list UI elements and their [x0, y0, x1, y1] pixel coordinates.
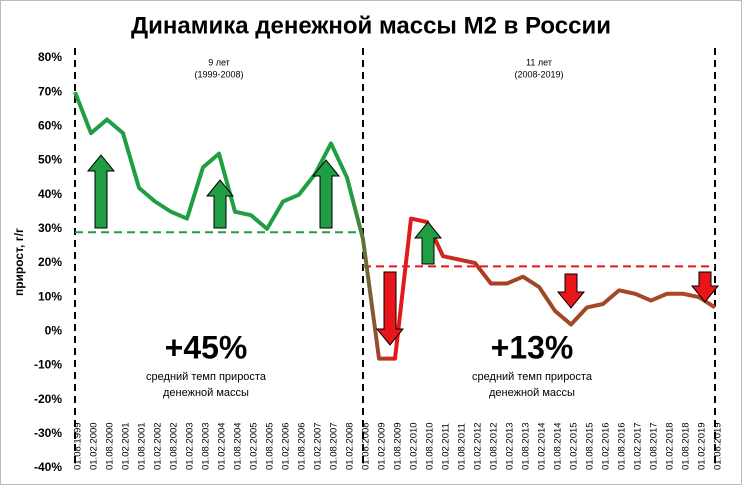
x-tick-label: 01.08.2009 [393, 422, 404, 470]
arrow [311, 159, 341, 229]
x-tick-label: 01.08.2005 [265, 422, 276, 470]
x-tick-label: 01.08.2014 [553, 422, 564, 470]
growth-note: денежной массы [163, 387, 249, 399]
y-tick-label: 70% [38, 84, 62, 98]
x-tick-label: 01.08.2010 [425, 422, 436, 470]
y-tick-label: 10% [38, 289, 62, 303]
x-tick-label: 01.08.2007 [329, 422, 340, 470]
x-tick-label: 01.02.2007 [313, 422, 324, 470]
x-tick-label: 01.02.2000 [89, 422, 100, 470]
x-tick-label: 01.02.2012 [473, 422, 484, 470]
x-tick-label: 01.02.2011 [441, 423, 452, 470]
x-tick-label: 01.08.2018 [681, 422, 692, 470]
x-tick-label: 01.08.2004 [233, 422, 244, 470]
x-tick-label: 01.02.2014 [537, 422, 548, 470]
x-tick-label: 01.08.2000 [105, 422, 116, 470]
arrow [205, 179, 235, 229]
x-tick-label: 01.02.2016 [601, 422, 612, 470]
y-tick-label: -10% [34, 358, 62, 372]
x-tick-label: 01.08.2015 [585, 422, 596, 470]
growth-note: средний темп прироста [472, 371, 593, 383]
growth-note: средний темп прироста [146, 371, 267, 383]
y-tick-label: 30% [38, 221, 62, 235]
x-tick-label: 01.08.2017 [649, 422, 660, 470]
x-tick-label: 01.08.2002 [169, 422, 180, 470]
y-tick-label: -40% [34, 460, 62, 474]
arrow [413, 221, 443, 265]
x-tick-label: 01.02.2019 [697, 422, 708, 470]
y-tick-label: -20% [34, 392, 62, 406]
y-tick-label: 50% [38, 153, 62, 167]
x-tick-label: 01.02.2005 [249, 422, 260, 470]
x-tick-label: 01.02.2003 [185, 422, 196, 470]
x-tick-label: 01.08.2019 [713, 422, 724, 470]
period-years: (2008-2019) [514, 69, 563, 79]
x-tick-label: 01.02.2006 [281, 422, 292, 470]
x-tick-label: 01.08.2011 [457, 423, 468, 470]
growth-label: +13% [491, 329, 574, 365]
y-tick-label: 40% [38, 187, 62, 201]
y-tick-label: -30% [34, 426, 62, 440]
x-tick-label: 01.02.2002 [153, 422, 164, 470]
period-label: 11 лет [526, 57, 552, 67]
x-tick-label: 01.02.2013 [505, 422, 516, 470]
y-tick-label: 20% [38, 255, 62, 269]
growth-label: +45% [165, 329, 248, 365]
x-tick-label: 01.02.2018 [665, 422, 676, 470]
x-tick-label: 01.02.2009 [377, 422, 388, 470]
y-tick-label: 80% [38, 50, 62, 64]
x-tick-label: 01.08.1999 [73, 422, 84, 470]
x-tick-label: 01.02.2008 [345, 422, 356, 470]
arrow [690, 271, 720, 303]
y-tick-label: 60% [38, 119, 62, 133]
arrow [375, 271, 405, 346]
x-tick-label: 01.08.2001 [137, 422, 148, 470]
y-tick-label: 0% [45, 324, 63, 338]
m2-growth-line [73, 91, 717, 361]
x-tick-label: 01.08.2012 [489, 422, 500, 470]
growth-note: денежной массы [489, 387, 575, 399]
x-tick-label: 01.02.2017 [633, 422, 644, 470]
x-tick-label: 01.02.2004 [217, 422, 228, 470]
x-tick-label: 01.08.2003 [201, 422, 212, 470]
period-years: (1999-2008) [194, 69, 243, 79]
x-tick-label: 01.02.2001 [121, 422, 132, 470]
x-tick-label: 01.08.2006 [297, 422, 308, 470]
arrow [556, 273, 586, 309]
x-tick-label: 01.08.2016 [617, 422, 628, 470]
period-label: 9 лет [208, 57, 230, 67]
x-tick-label: 01.02.2015 [569, 422, 580, 470]
x-tick-label: 01.02.2010 [409, 422, 420, 470]
y-axis-label: прирост, г/г [12, 228, 26, 296]
x-tick-label: 01.08.2008 [361, 422, 372, 470]
arrow [86, 154, 116, 229]
chart-title: Динамика денежной массы М2 в России [131, 12, 611, 39]
x-tick-label: 01.08.2013 [521, 422, 532, 470]
